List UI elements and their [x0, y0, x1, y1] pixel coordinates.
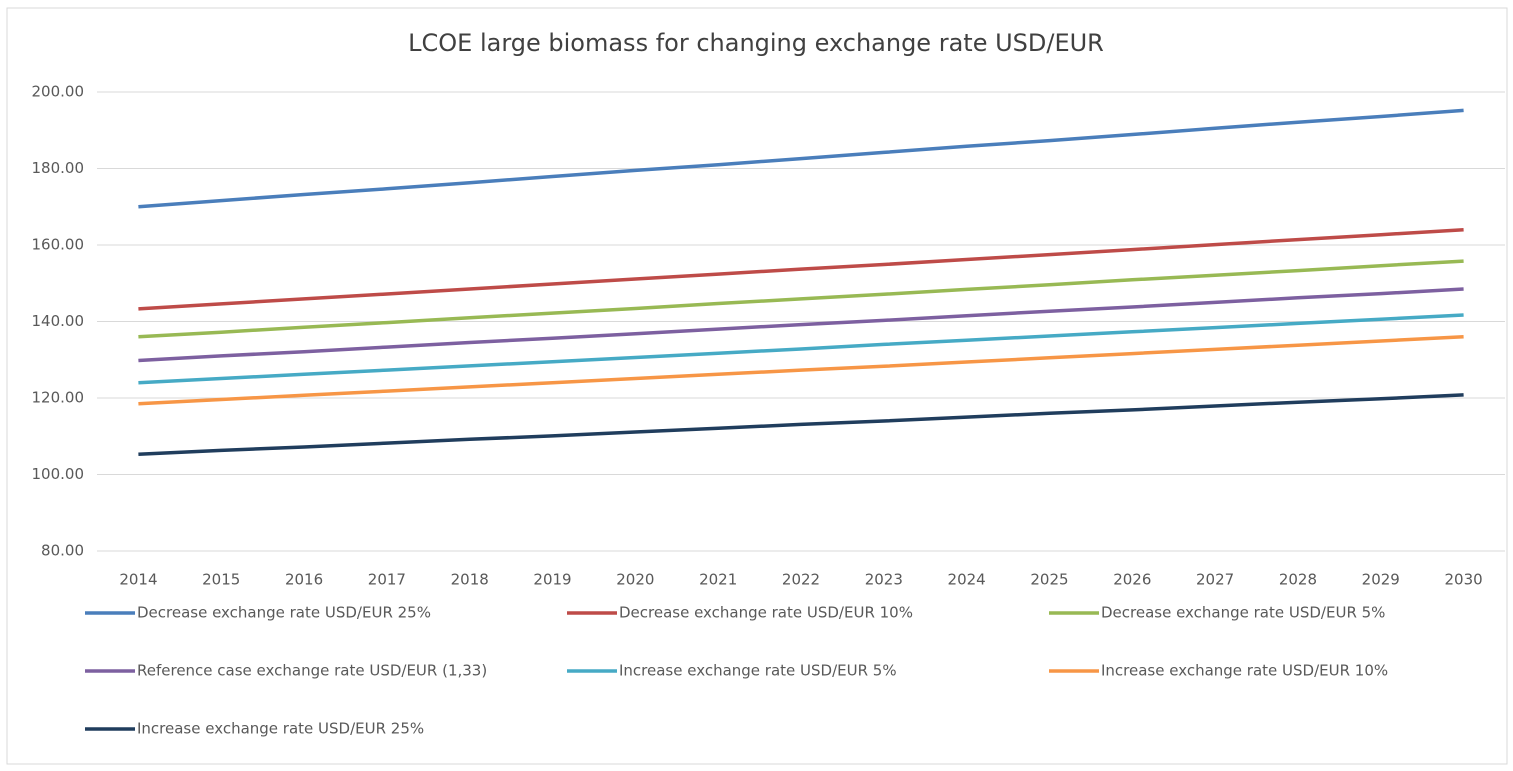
x-tick-label: 2019: [533, 571, 571, 589]
y-tick-label: 80.00: [41, 542, 84, 560]
legend-label: Increase exchange rate USD/EUR 5%: [619, 662, 897, 680]
x-tick-label: 2014: [119, 571, 157, 589]
x-tick-label: 2025: [1030, 571, 1068, 589]
series-line: [138, 227, 1464, 311]
x-tick-label: 2016: [285, 571, 323, 589]
chart-title: LCOE large biomass for changing exchange…: [408, 29, 1104, 57]
y-tick-label: 180.00: [32, 159, 85, 177]
legend-label: Increase exchange rate USD/EUR 10%: [1101, 662, 1388, 680]
x-tick-label: 2023: [865, 571, 903, 589]
y-tick-label: 200.00: [32, 83, 85, 101]
x-tick-label: 2018: [451, 571, 489, 589]
series-line: [138, 287, 1464, 363]
x-tick-label: 2029: [1362, 571, 1400, 589]
y-tick-label: 120.00: [32, 389, 85, 407]
x-tick-label: 2015: [202, 571, 240, 589]
series-line: [138, 313, 1464, 385]
legend-label: Reference case exchange rate USD/EUR (1,…: [137, 662, 487, 680]
x-tick-label: 2028: [1279, 571, 1317, 589]
chart-frame: [6, 7, 1508, 765]
legend-label: Decrease exchange rate USD/EUR 5%: [1101, 604, 1385, 622]
series-line: [138, 335, 1464, 406]
x-tick-label: 2026: [1113, 571, 1151, 589]
series-line: [138, 259, 1464, 339]
x-tick-label: 2022: [782, 571, 820, 589]
y-tick-label: 160.00: [32, 236, 85, 254]
x-tick-label: 2020: [616, 571, 654, 589]
x-tick-label: 2024: [948, 571, 986, 589]
x-tick-label: 2027: [1196, 571, 1234, 589]
series-line: [138, 108, 1464, 209]
y-tick-label: 100.00: [32, 465, 85, 483]
legend-label: Decrease exchange rate USD/EUR 10%: [619, 604, 913, 622]
legend-label: Increase exchange rate USD/EUR 25%: [137, 720, 424, 738]
legend-label: Decrease exchange rate USD/EUR 25%: [137, 604, 431, 622]
x-tick-label: 2030: [1444, 571, 1482, 589]
y-tick-label: 140.00: [32, 312, 85, 330]
series-line: [138, 393, 1464, 456]
x-tick-label: 2021: [699, 571, 737, 589]
x-tick-label: 2017: [368, 571, 406, 589]
